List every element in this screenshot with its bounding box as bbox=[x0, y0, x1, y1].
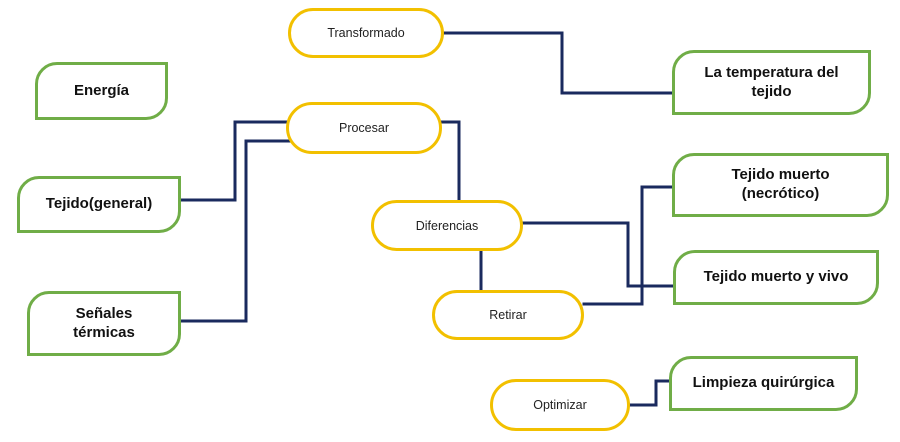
concept-label: Tejido(general) bbox=[45, 195, 153, 213]
action-optimizar: Optimizar bbox=[490, 379, 630, 431]
concept-tejido-muerto-vivo: Tejido muerto y vivo bbox=[673, 250, 879, 305]
action-label: Optimizar bbox=[533, 398, 587, 412]
action-transformado: Transformado bbox=[288, 8, 444, 58]
concept-senales-termicas: Señales térmicas bbox=[27, 291, 181, 356]
action-label: Procesar bbox=[338, 121, 390, 135]
concept-label: Señales térmicas bbox=[73, 304, 135, 341]
action-label: Diferencias bbox=[415, 218, 479, 233]
action-label: Retirar bbox=[489, 308, 527, 322]
concept-temperatura-tejido: La temperatura del tejido bbox=[672, 50, 871, 115]
concept-label: Energía bbox=[73, 81, 130, 99]
concept-label: Tejido muerto (necrótico) bbox=[731, 166, 830, 202]
action-label: Transformado bbox=[327, 26, 405, 40]
action-retirar: Retirar bbox=[432, 290, 584, 340]
action-diferencias: Diferencias bbox=[371, 200, 523, 251]
concept-label: Limpieza quirúrgica bbox=[692, 374, 835, 392]
concept-label: Tejido muerto y vivo bbox=[703, 268, 849, 286]
action-procesar: Procesar bbox=[286, 102, 442, 154]
concept-tejido-muerto-necrotico: Tejido muerto (necrótico) bbox=[672, 153, 889, 217]
concept-limpieza-quirurgica: Limpieza quirúrgica bbox=[669, 356, 858, 411]
concept-tejido-general: Tejido(general) bbox=[17, 176, 181, 233]
concept-label: La temperatura del tejido bbox=[704, 63, 839, 100]
concept-energia: Energía bbox=[35, 62, 168, 120]
